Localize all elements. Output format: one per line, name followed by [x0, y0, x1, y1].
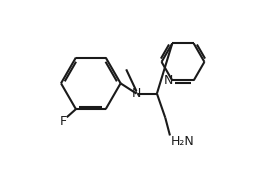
Text: F: F	[60, 115, 67, 128]
Text: N: N	[132, 87, 141, 100]
Text: N: N	[164, 74, 174, 87]
Text: H₂N: H₂N	[171, 136, 195, 149]
